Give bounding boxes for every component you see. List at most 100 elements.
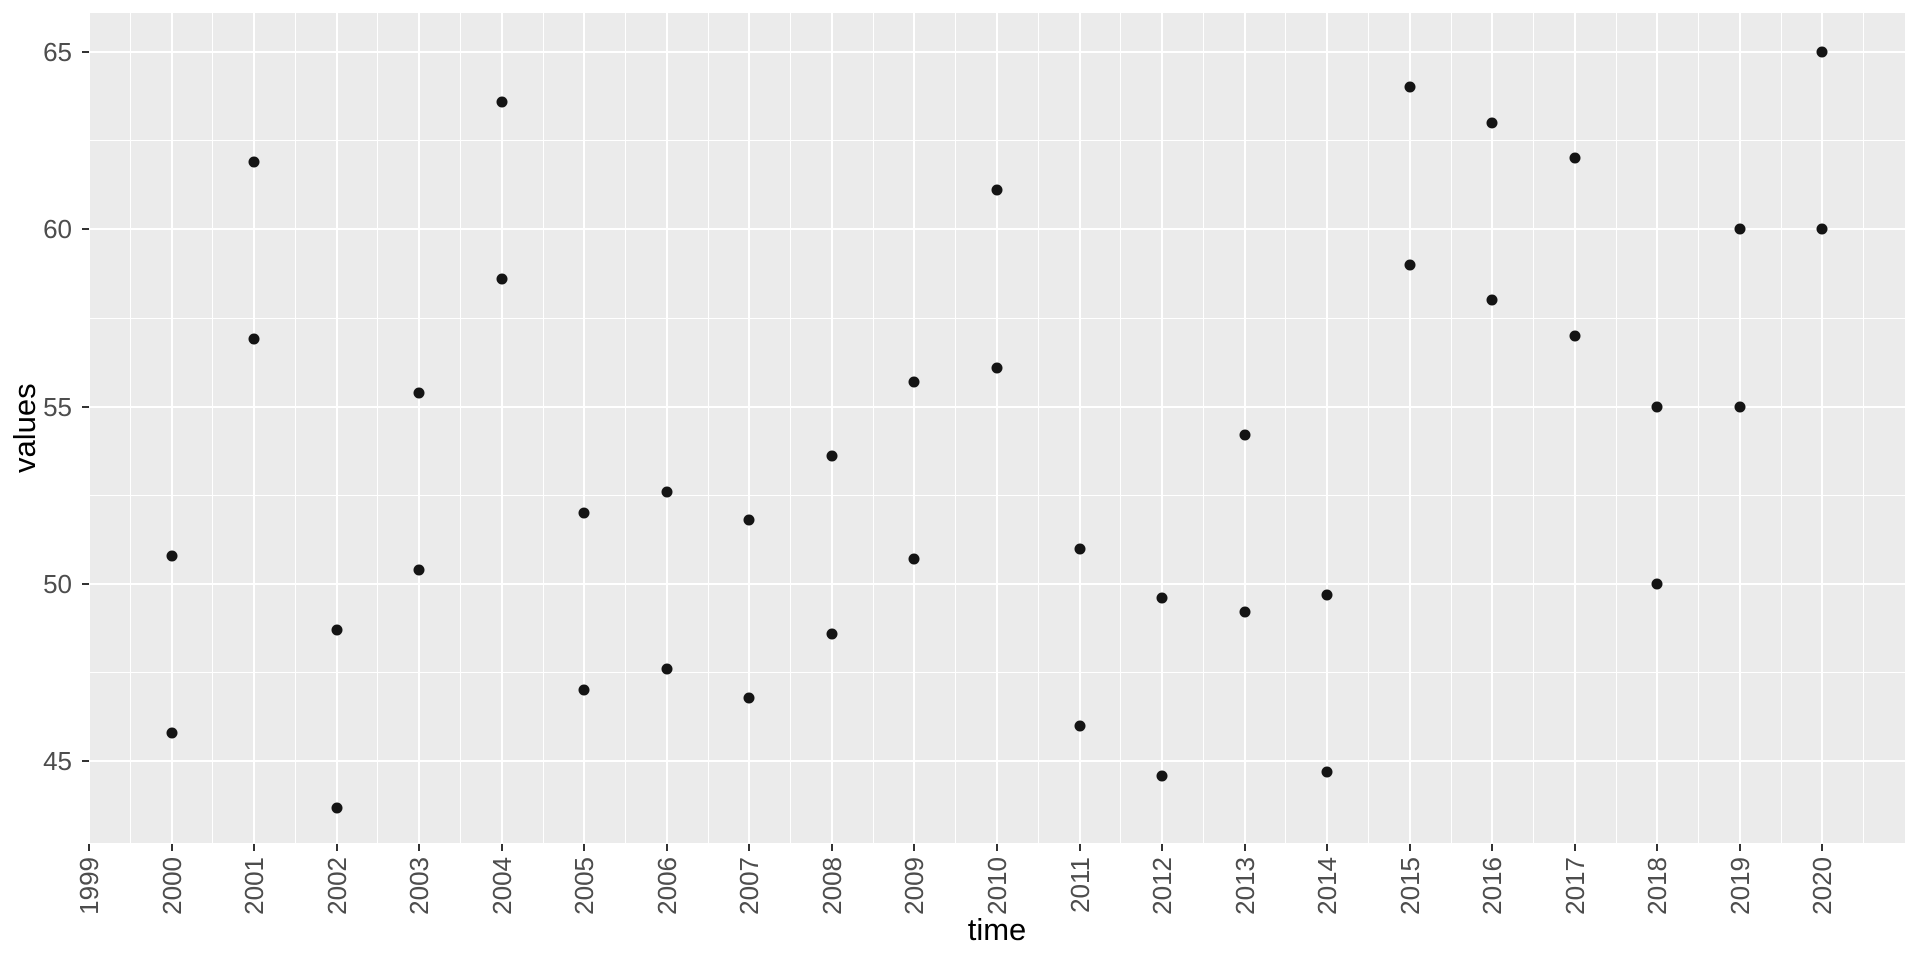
x-tick-label: 2007 (734, 857, 765, 915)
x-tick-label: 1999 (74, 857, 104, 915)
x-tick-mark (1738, 844, 1741, 851)
x-tick-label: 2018 (1642, 857, 1673, 915)
x-tick-mark (996, 844, 998, 851)
data-point (496, 273, 508, 285)
y-tick-mark (82, 228, 89, 231)
gridline-minor-x (1120, 13, 1122, 843)
gridline-minor-x (1615, 13, 1617, 843)
y-tick-mark (82, 405, 89, 408)
x-tick-label: 2002 (321, 857, 352, 915)
gridline-major-x (1656, 13, 1659, 843)
x-tick-label: 2019 (1724, 857, 1755, 915)
gridline-minor-x (129, 13, 131, 843)
x-tick-label: 2020 (1807, 857, 1838, 915)
data-point (331, 802, 343, 814)
x-tick-mark (830, 844, 833, 851)
data-point (991, 362, 1003, 374)
gridline-major-x (170, 13, 173, 843)
y-tick-label: 60 (43, 214, 72, 245)
data-point (1074, 543, 1086, 555)
data-point (1816, 46, 1828, 58)
x-tick-mark (1161, 844, 1164, 851)
gridline-minor-x (1285, 13, 1287, 843)
gridline-major-y (89, 405, 1905, 408)
data-point (166, 727, 178, 739)
x-tick-label: 2015 (1394, 857, 1425, 915)
data-point (1074, 720, 1086, 732)
gridline-major-x (418, 13, 421, 843)
x-tick-mark (913, 844, 916, 851)
gridline-minor-x (1202, 13, 1204, 843)
gridline-major-x (996, 13, 998, 843)
gridline-major-y (89, 228, 1905, 231)
y-tick-label: 55 (43, 391, 72, 422)
gridline-major-x (1821, 13, 1824, 843)
x-tick-mark (1821, 844, 1824, 851)
data-point (826, 628, 838, 640)
gridline-major-x (1408, 13, 1411, 843)
x-tick-mark (665, 844, 668, 851)
gridline-minor-x (377, 13, 379, 843)
data-point (908, 376, 920, 388)
x-tick-mark (1326, 844, 1329, 851)
x-tick-label: 2004 (486, 857, 517, 915)
gridline-major-x (1326, 13, 1329, 843)
gridline-major-x (913, 13, 916, 843)
x-tick-label: 2000 (156, 857, 187, 915)
data-point (743, 692, 755, 704)
gridline-major-x (1078, 13, 1081, 843)
gridline-major-y (89, 51, 1905, 54)
gridline-minor-x (459, 13, 461, 843)
data-point (1239, 429, 1251, 441)
x-tick-mark (1078, 844, 1081, 851)
data-point (1321, 766, 1333, 778)
gridline-minor-x (212, 13, 214, 843)
x-tick-label: 2003 (404, 857, 435, 915)
gridline-major-x (1573, 13, 1576, 843)
data-point (331, 624, 343, 636)
gridline-major-y (89, 583, 1905, 586)
data-point (578, 684, 590, 696)
x-tick-mark (1573, 844, 1576, 851)
x-tick-label: 2011 (1064, 857, 1095, 913)
data-point (1651, 401, 1663, 413)
gridline-minor-x (1698, 13, 1700, 843)
y-tick-label: 50 (43, 569, 72, 600)
gridline-major-x (665, 13, 668, 843)
y-tick-mark (82, 760, 89, 763)
data-point (248, 333, 260, 345)
y-axis-title: values (7, 383, 42, 473)
gridline-major-x (1738, 13, 1741, 843)
data-point (1156, 770, 1168, 782)
x-tick-label: 2012 (1147, 857, 1178, 915)
gridline-major-x (1161, 13, 1164, 843)
x-tick-mark (253, 844, 256, 851)
data-point (661, 486, 673, 498)
gridline-minor-x (542, 13, 544, 843)
gridline-minor-x (294, 13, 296, 843)
x-tick-mark (748, 844, 751, 851)
data-point (496, 96, 508, 108)
y-tick-mark (82, 583, 89, 586)
x-tick-mark (418, 844, 421, 851)
x-tick-label: 2014 (1312, 857, 1343, 915)
x-tick-mark (1243, 844, 1246, 851)
gridline-minor-x (1780, 13, 1782, 843)
data-point (1734, 223, 1746, 235)
x-tick-label: 2013 (1229, 857, 1260, 915)
gridline-major-x (500, 13, 503, 843)
data-point (1486, 294, 1498, 306)
data-point (1486, 117, 1498, 129)
x-tick-mark (1491, 844, 1494, 851)
data-point (1404, 81, 1416, 93)
gridline-minor-x (1450, 13, 1452, 843)
x-tick-mark (335, 844, 338, 851)
data-point (1734, 401, 1746, 413)
data-point (166, 550, 178, 562)
y-tick-label: 65 (43, 37, 72, 68)
data-point (1569, 152, 1581, 164)
x-tick-mark (1408, 844, 1411, 851)
data-point (1321, 589, 1333, 601)
gridline-minor-x (955, 13, 957, 843)
